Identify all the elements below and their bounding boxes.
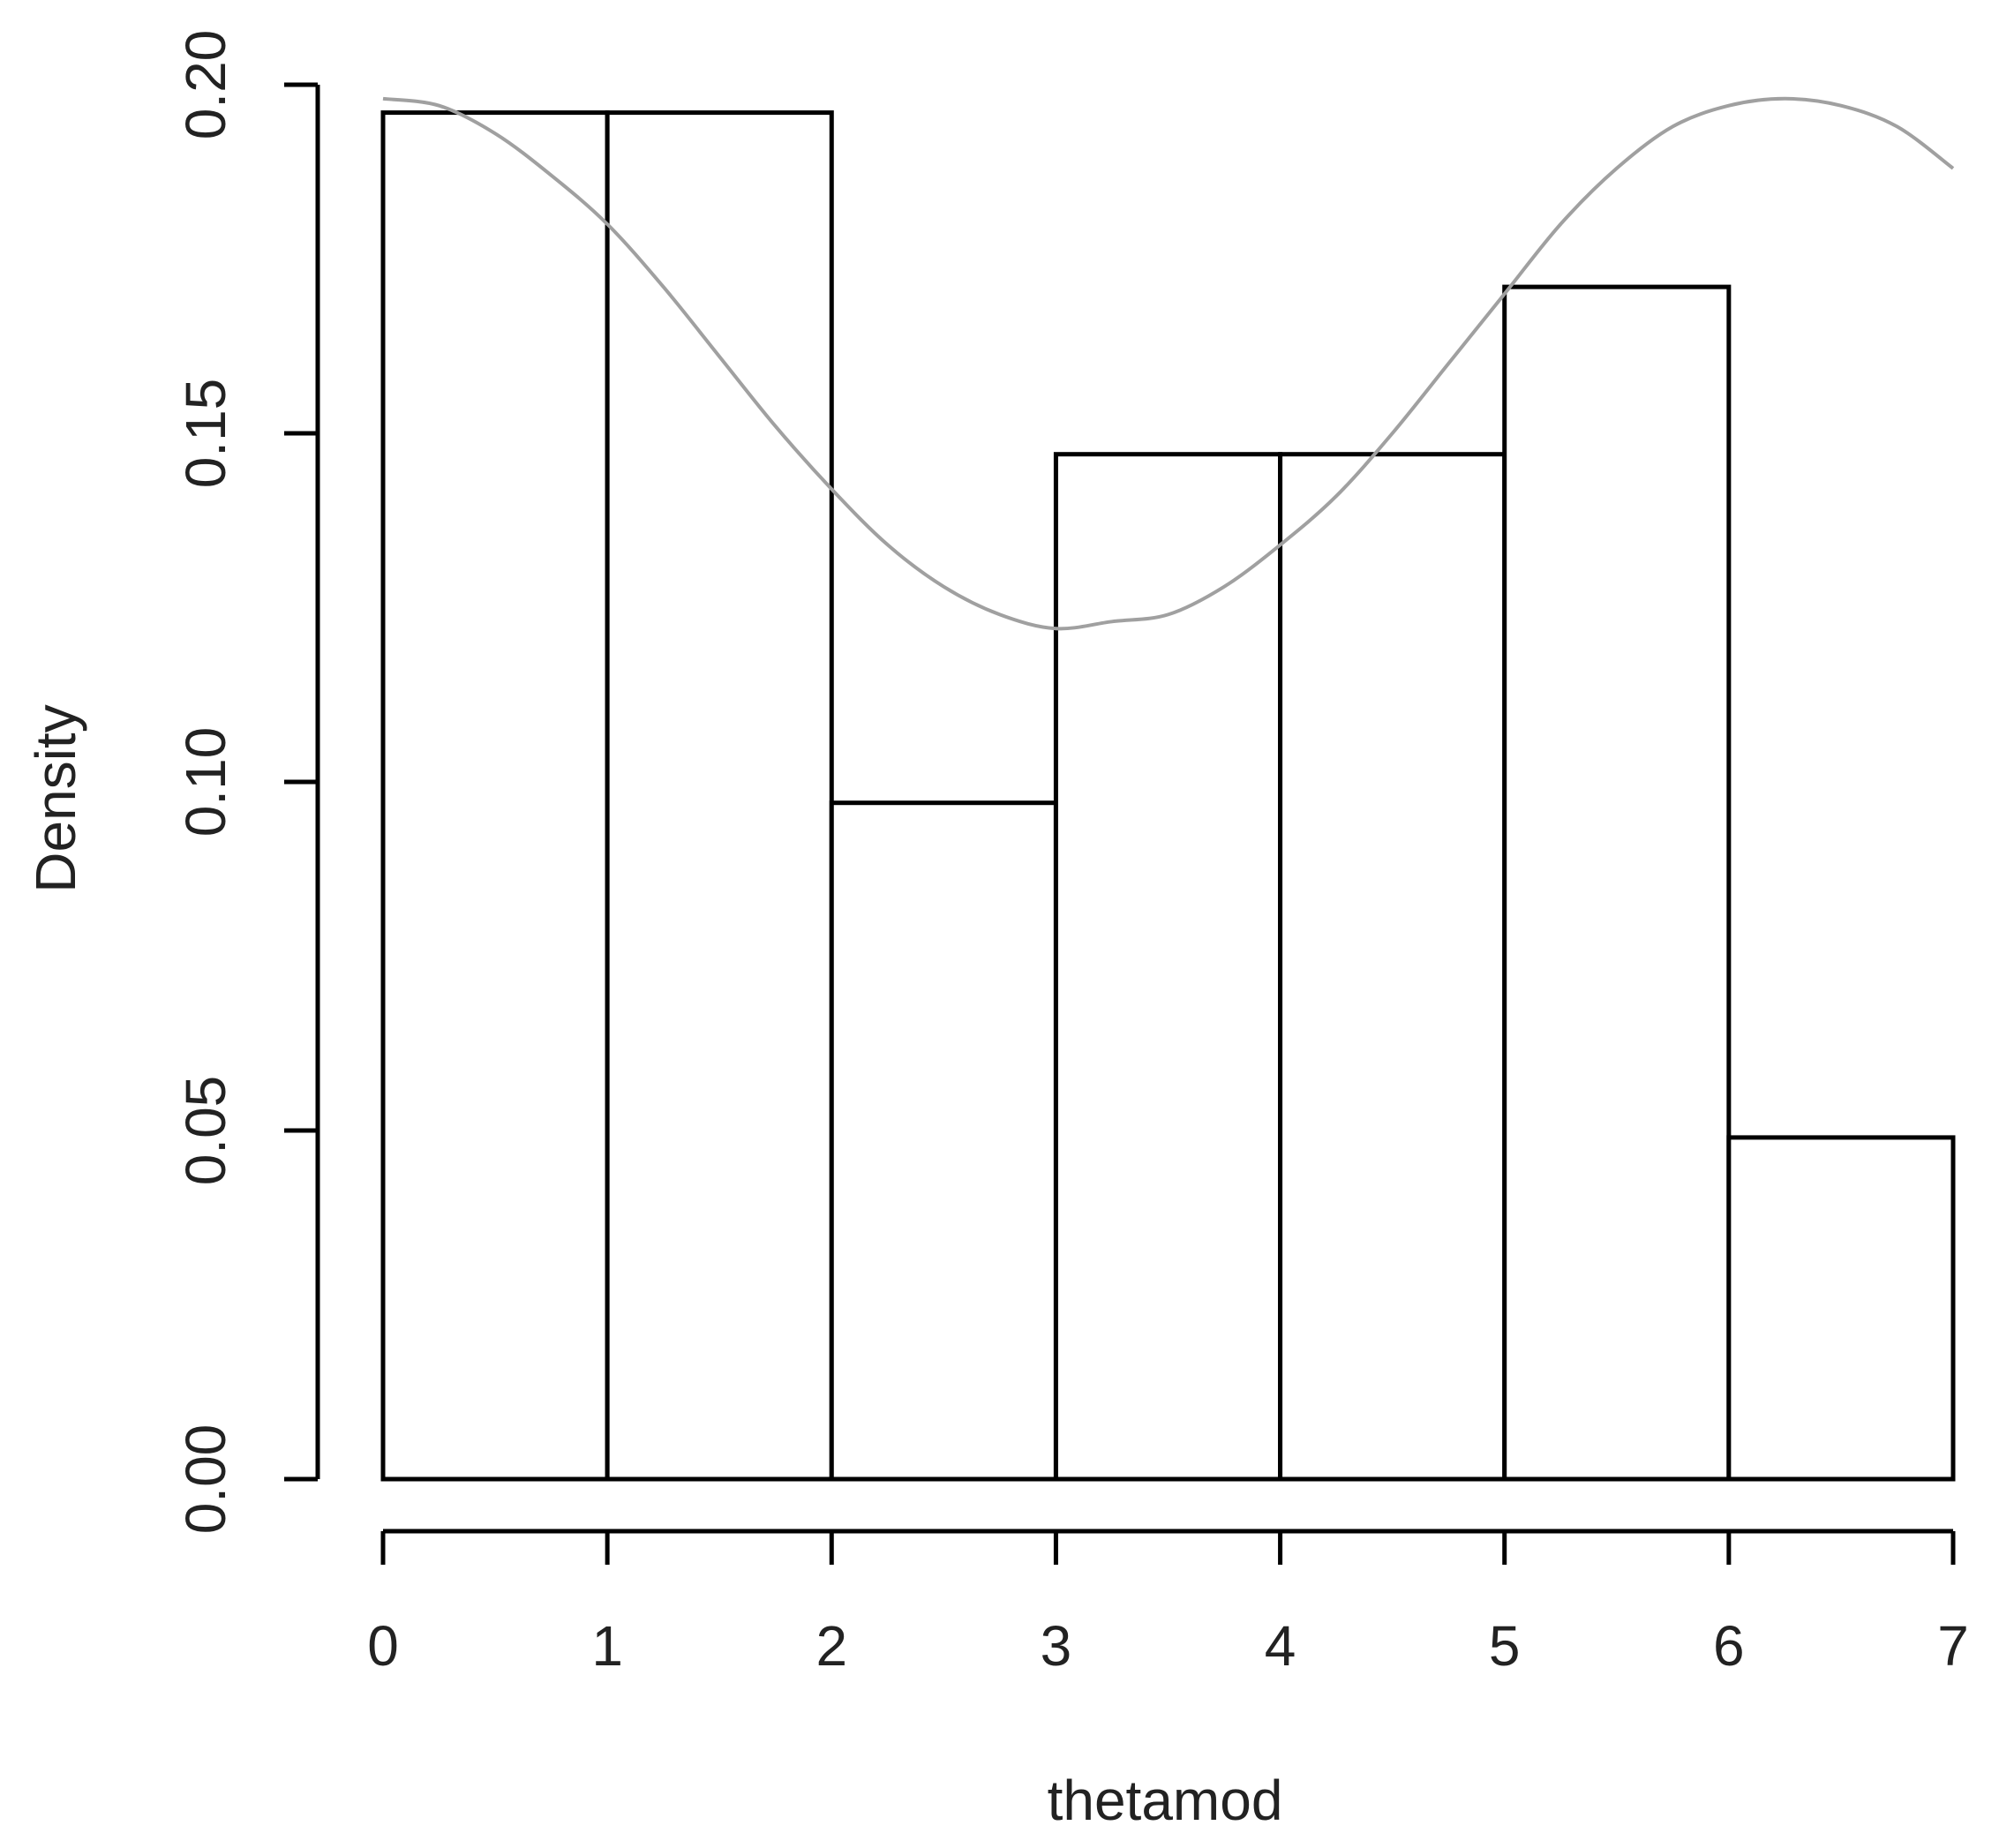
histogram-bar-2 [829, 800, 1058, 1482]
x-tick-label: 5 [1489, 1614, 1521, 1678]
x-tick-label: 2 [815, 1614, 847, 1678]
y-axis: 0.00 0.05 0.10 0.15 0.20 [174, 30, 320, 1535]
y-tick-label: 0.10 [174, 727, 237, 838]
x-tick-label: 7 [1937, 1614, 1969, 1678]
histogram-bar-0 [380, 110, 610, 1482]
x-tick-label: 1 [591, 1614, 623, 1678]
x-tick-label: 3 [1041, 1614, 1072, 1678]
x-tick-label: 6 [1713, 1614, 1745, 1678]
y-tick-label: 0.20 [174, 30, 237, 140]
histogram-bar-4 [1278, 452, 1507, 1482]
x-tick-label: 4 [1265, 1614, 1296, 1678]
x-axis: 0 1 2 3 4 5 6 7 [367, 1529, 1969, 1678]
y-tick-label: 0.15 [174, 379, 237, 489]
y-tick-label: 0.05 [174, 1076, 237, 1186]
x-axis-label: thetamod [1048, 1769, 1283, 1832]
y-tick-label: 0.00 [174, 1424, 237, 1535]
histogram-bar-3 [1053, 452, 1283, 1482]
histogram-bar-5 [1502, 284, 1732, 1482]
density-curve [382, 96, 1955, 631]
histogram-bar-6 [1726, 1135, 1956, 1482]
x-tick-label: 0 [367, 1614, 399, 1678]
y-axis-label: Density [24, 704, 87, 892]
histogram-bars [380, 110, 1956, 1482]
histogram-bar-1 [605, 110, 834, 1482]
